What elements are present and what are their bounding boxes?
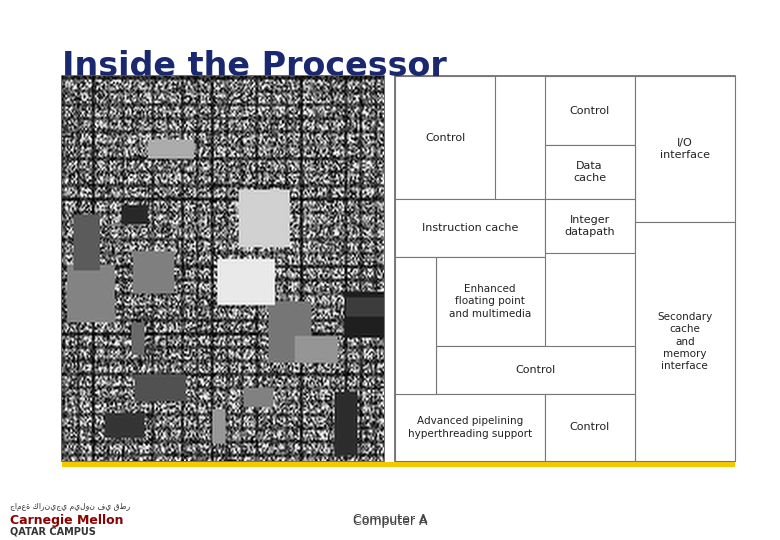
Text: جامعة كارنيجي ميلون في قطر: جامعة كارنيجي ميلون في قطر <box>10 502 130 511</box>
Text: QATAR CAMPUS: QATAR CAMPUS <box>10 526 96 536</box>
Bar <box>436 346 635 394</box>
Text: Advanced pipelining
hyperthreading support: Advanced pipelining hyperthreading suppo… <box>408 416 532 438</box>
Bar <box>395 257 436 394</box>
Bar <box>395 199 544 257</box>
Bar <box>62 76 384 461</box>
Text: Secondary
cache
and
memory
interface: Secondary cache and memory interface <box>658 312 712 372</box>
Bar <box>544 76 635 145</box>
Text: Enhanced
floating point
and multimedia: Enhanced floating point and multimedia <box>449 284 531 319</box>
Bar <box>635 222 735 461</box>
Text: I/O
interface: I/O interface <box>660 138 710 160</box>
Bar <box>544 394 635 461</box>
Text: Control: Control <box>425 133 466 143</box>
Text: Computer A: Computer A <box>353 513 427 526</box>
Bar <box>635 76 735 222</box>
Text: Carnegie Mellon: Carnegie Mellon <box>10 514 123 527</box>
Text: Control: Control <box>569 422 610 433</box>
Bar <box>62 462 735 467</box>
Bar <box>544 145 635 199</box>
Text: Data
cache: Data cache <box>573 161 606 184</box>
Bar <box>544 199 635 253</box>
Bar <box>436 257 544 346</box>
Text: Control: Control <box>569 106 610 116</box>
Text: Computer A: Computer A <box>353 515 427 528</box>
Text: Inside the Processor: Inside the Processor <box>62 50 447 83</box>
Text: Instruction cache: Instruction cache <box>422 223 518 233</box>
Bar <box>395 76 735 461</box>
Bar <box>395 394 544 461</box>
Text: Integer
datapath: Integer datapath <box>565 215 615 238</box>
Bar <box>395 76 495 199</box>
Text: Control: Control <box>515 364 555 375</box>
